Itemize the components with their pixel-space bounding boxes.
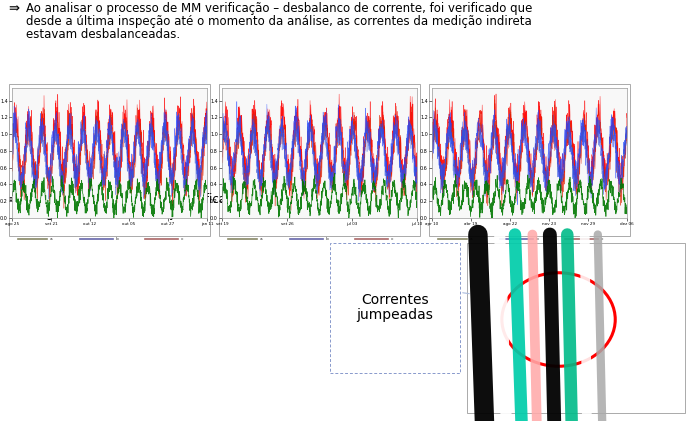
- Text: a: a: [259, 237, 263, 241]
- Text: estavam desbalanceadas.: estavam desbalanceadas.: [26, 28, 180, 41]
- Text: b: b: [535, 237, 539, 241]
- Text: irregularidades na medição: irregularidades na medição: [26, 207, 188, 220]
- Bar: [219, 84, 420, 236]
- Text: Correntes: Correntes: [361, 293, 428, 307]
- Text: b: b: [115, 237, 119, 241]
- Text: c: c: [600, 237, 603, 241]
- Bar: [9, 84, 210, 236]
- Text: Ao realizar a inspeção foi  verificado: Ao realizar a inspeção foi verificado: [26, 193, 241, 206]
- Text: desde a última inspeção até o momento da análise, as correntes da medição indire: desde a última inspeção até o momento da…: [26, 15, 532, 28]
- Bar: [330, 243, 460, 373]
- Text: ⇛: ⇛: [8, 2, 19, 15]
- Text: Ao analisar o processo de MM verificação – desbalanco de corrente, foi verificad: Ao analisar o processo de MM verificação…: [26, 2, 533, 15]
- Text: jumpeadas: jumpeadas: [357, 308, 433, 322]
- Text: c: c: [179, 237, 183, 241]
- Bar: [429, 84, 630, 236]
- Text: a: a: [49, 237, 52, 241]
- Text: c: c: [390, 237, 393, 241]
- Text: ⇛: ⇛: [8, 193, 19, 206]
- Text: a: a: [469, 237, 473, 241]
- Bar: [467, 243, 685, 413]
- Text: b: b: [326, 237, 329, 241]
